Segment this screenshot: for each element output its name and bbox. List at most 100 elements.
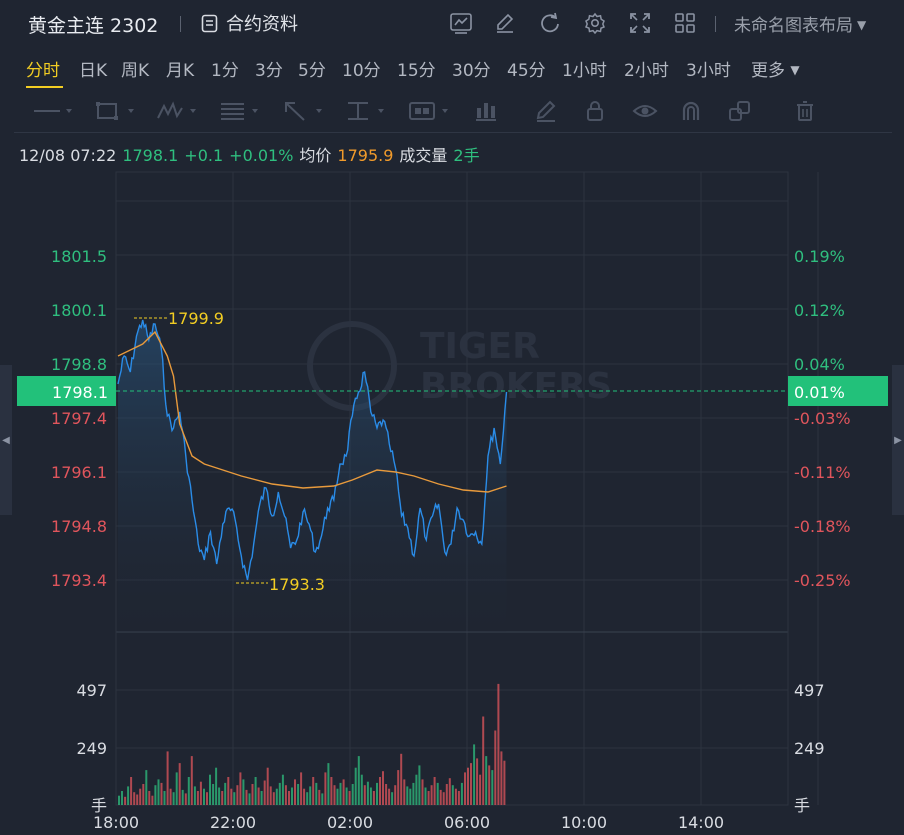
fib-tool-icon[interactable] xyxy=(218,98,264,124)
volume-bar xyxy=(266,767,269,805)
tab-10min[interactable]: 10分 xyxy=(342,61,381,81)
volume-bar xyxy=(178,763,181,805)
tab-more[interactable]: 更多 ▼ xyxy=(751,56,800,81)
price-axis-label: 1796.1 xyxy=(51,463,107,482)
pct-axis-label: 0.19% xyxy=(794,247,845,266)
volume-bar xyxy=(257,787,260,805)
volume-bar xyxy=(121,791,123,805)
price-axis-label: 1794.8 xyxy=(51,517,107,536)
refresh-icon[interactable] xyxy=(537,10,563,36)
volume-bar xyxy=(400,753,403,805)
arrow-tool-icon[interactable] xyxy=(282,98,328,124)
volume-bar xyxy=(260,791,263,805)
volume-bar xyxy=(327,763,330,805)
current-pct-tag xyxy=(788,376,888,406)
volume-bar xyxy=(163,791,166,805)
header-divider xyxy=(180,16,181,32)
volume-bar xyxy=(436,782,439,805)
low-price-label: 1793.3 xyxy=(269,575,325,594)
indicator-icon[interactable] xyxy=(448,10,474,36)
wave-tool-icon[interactable] xyxy=(156,98,202,124)
volume-bar xyxy=(196,791,199,805)
grid-layout-icon[interactable] xyxy=(672,10,698,36)
price-axis-label: 1800.1 xyxy=(51,301,107,320)
pen-icon[interactable] xyxy=(534,98,558,124)
volume-bar xyxy=(130,777,133,805)
watermark-text: TIGER xyxy=(420,326,540,367)
rectangle-tool-icon[interactable] xyxy=(94,98,138,124)
volume-bar xyxy=(318,789,321,805)
volume-bar xyxy=(291,787,293,805)
tab-minute[interactable]: 分时 xyxy=(26,61,60,81)
time-axis-label: 22:00 xyxy=(210,813,256,832)
layout-selector[interactable]: 未命名图表布局 ▼ xyxy=(734,11,866,36)
header-bar: 黄金主连 2302 合约资料 未命名图表布局 ▼ xyxy=(0,0,904,46)
avg-price-value: 1795.9 xyxy=(337,146,394,165)
high-price-label: 1799.9 xyxy=(168,309,224,328)
volume-bar xyxy=(430,785,433,805)
magnet-icon[interactable] xyxy=(680,98,702,124)
tab-30min[interactable]: 30分 xyxy=(452,61,491,81)
bar-tool-icon[interactable] xyxy=(474,98,498,124)
line-tool-icon[interactable] xyxy=(32,98,76,124)
price-axis-label: 1798.8 xyxy=(51,355,107,374)
pct-axis-label: -0.11% xyxy=(794,463,851,482)
volume-bar xyxy=(269,786,272,805)
volume-bar xyxy=(333,785,336,805)
tab-3hour[interactable]: 3小时 xyxy=(686,61,731,81)
pct-axis-label: -0.25% xyxy=(794,571,851,590)
volume-bar xyxy=(154,785,157,805)
lock-icon[interactable] xyxy=(584,98,606,124)
volume-bar xyxy=(272,792,275,805)
volume-bar xyxy=(473,744,476,805)
volume-bar xyxy=(242,779,245,805)
copy-icon[interactable] xyxy=(728,98,752,124)
tab-2hour[interactable]: 2小时 xyxy=(624,61,669,81)
volume-bar xyxy=(118,795,120,805)
label-tool-icon[interactable] xyxy=(408,98,454,124)
volume-bar xyxy=(457,791,460,805)
trash-icon[interactable] xyxy=(794,98,816,124)
tab-15min[interactable]: 15分 xyxy=(397,61,436,81)
layout-label: 未命名图表布局 xyxy=(734,16,853,36)
volume-bar xyxy=(184,793,187,805)
time-axis-label: 06:00 xyxy=(444,813,490,832)
fullscreen-icon[interactable] xyxy=(627,10,653,36)
text-tool-icon[interactable] xyxy=(344,98,390,124)
volume-axis-label: 497 xyxy=(76,681,107,700)
eye-icon[interactable] xyxy=(632,98,658,124)
tab-week-k[interactable]: 周K xyxy=(121,61,150,81)
volume-bar xyxy=(236,785,239,805)
volume-bar xyxy=(215,767,218,805)
tab-month-k[interactable]: 月K xyxy=(166,61,195,81)
price-axis-label: 1797.4 xyxy=(51,409,107,428)
volume-bar xyxy=(294,779,296,805)
avg-price-line xyxy=(117,330,507,493)
volume-bar xyxy=(339,782,342,805)
volume-bar xyxy=(448,778,451,805)
volume-bar xyxy=(209,774,211,805)
volume-bar xyxy=(500,751,503,805)
volume-bar xyxy=(300,772,303,805)
tab-3min[interactable]: 3分 xyxy=(255,61,283,81)
tab-45min[interactable]: 45分 xyxy=(507,61,546,81)
volume-bar xyxy=(187,777,190,805)
volume-bar xyxy=(348,791,351,805)
draw-icon[interactable] xyxy=(492,10,518,36)
volume-bar xyxy=(157,779,160,805)
left-collapse-handle[interactable]: ◀ xyxy=(0,365,12,515)
contract-info-button[interactable]: 合约资料 xyxy=(201,10,298,36)
time-axis-label: 02:00 xyxy=(327,813,373,832)
tab-5min[interactable]: 5分 xyxy=(298,61,326,81)
volume-bar xyxy=(312,777,315,805)
volume-bar xyxy=(227,777,230,805)
volume-bar xyxy=(464,772,466,805)
right-collapse-handle[interactable]: ▶ xyxy=(892,365,904,515)
current-price-label: 1798.1 xyxy=(52,383,108,402)
volume-bar xyxy=(166,751,169,805)
settings-icon[interactable] xyxy=(582,10,608,36)
tab-day-k[interactable]: 日K xyxy=(79,61,108,81)
tab-1min[interactable]: 1分 xyxy=(211,61,239,81)
tab-1hour[interactable]: 1小时 xyxy=(562,61,607,81)
